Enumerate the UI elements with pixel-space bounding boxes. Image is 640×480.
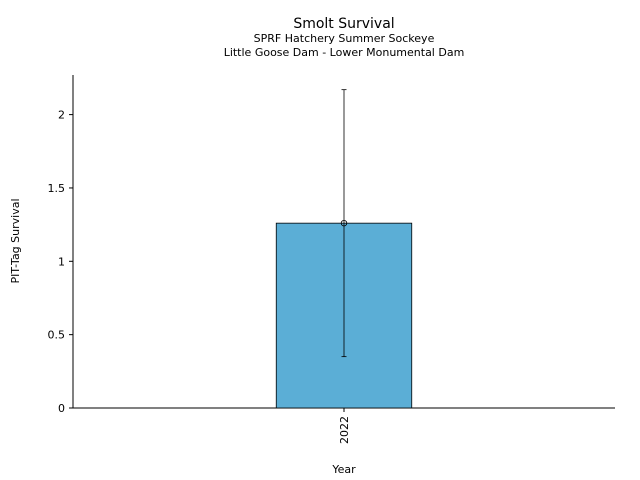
x-axis-label: Year: [331, 463, 356, 476]
x-tick-label: 2022: [338, 416, 351, 444]
y-axis-label: PIT-Tag Survival: [9, 198, 22, 283]
chart-subtitle-line-2: Little Goose Dam - Lower Monumental Dam: [224, 46, 465, 59]
plot-area: 0 0.5 1 1.5 2 2022: [48, 75, 615, 444]
value-marker: [340, 219, 348, 227]
y-tick-label: 1: [58, 255, 65, 268]
y-tick-label: 0.5: [48, 329, 66, 342]
chart-title: Smolt Survival: [293, 16, 394, 32]
y-tick-label: 0: [58, 402, 65, 415]
chart-subtitle-line-1: SPRF Hatchery Summer Sockeye: [254, 32, 435, 45]
y-tick-label: 1.5: [48, 182, 66, 195]
y-tick-label: 2: [58, 109, 65, 122]
